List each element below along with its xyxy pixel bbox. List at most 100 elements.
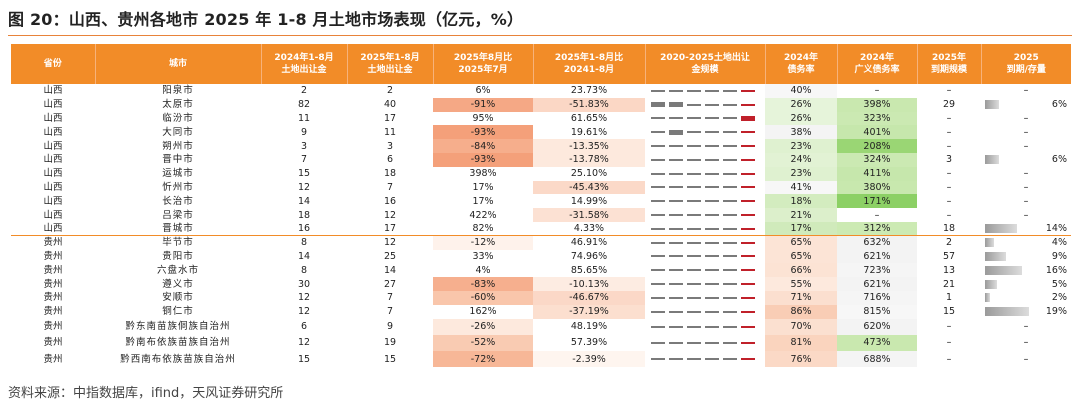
sparkline-bar [723, 117, 737, 120]
cell-2024-revenue: 15 [297, 353, 311, 365]
cell-debt-ratio: 38% [765, 125, 837, 140]
header-label: 到期/存量 [1006, 65, 1046, 75]
sparkline-bar [741, 89, 755, 92]
cell-maturity: 15 [942, 306, 956, 318]
cell-debt-ratio: 55% [765, 277, 837, 291]
cell-maturity-ratio: – [1023, 337, 1029, 349]
cell-province: 山西 [43, 154, 63, 166]
maturity-ratio-bar: 5% [985, 278, 1067, 291]
ratio-value: 9% [1051, 250, 1067, 262]
sparkline-bar [687, 283, 701, 286]
cell-mom: -12% [433, 235, 533, 250]
scale-sparkline [649, 305, 761, 318]
cell-2024-revenue: 14 [297, 195, 311, 207]
sparkline-bar [741, 103, 755, 106]
cell-maturity-ratio: 4% [981, 235, 1071, 250]
cell-2025-revenue: 7 [386, 292, 394, 304]
sparkline-bar [651, 341, 665, 344]
cell-scale-sparkline [645, 235, 765, 250]
sparkline-bar [741, 115, 755, 121]
cell-province: 山西 [43, 195, 63, 207]
sparkline-bar [705, 131, 719, 134]
sparkline-bar [705, 89, 719, 92]
cell-yoy: -13.35% [533, 139, 645, 153]
table-header-row: 省份 城市 2024年1-8月 土地出让金 2025年1-8月 土地出让金 2025… [11, 44, 1071, 84]
table-row: 贵州 黔南布依族苗族自治州 12 19 -52% 57.39% 81% 473% – – [11, 334, 1071, 351]
cell-2025-revenue: 18 [383, 168, 397, 180]
sparkline-bar [687, 145, 701, 148]
cell-maturity: – [946, 140, 952, 152]
ratio-value: 6% [1051, 154, 1067, 166]
cell-province: 山西 [43, 181, 63, 193]
sparkline-bar [741, 341, 755, 344]
header-label: 土地出让金 [367, 65, 413, 75]
sparkline-bar [723, 283, 737, 286]
sparkline-bar [741, 310, 755, 313]
cell-province: 山西 [43, 223, 63, 235]
sparkline-bar [741, 358, 755, 361]
sparkline-bar [723, 296, 737, 299]
cell-debt-ratio: 17% [765, 221, 837, 236]
cell-broad-debt-ratio: 323% [837, 111, 917, 126]
sparkline-bar [651, 269, 665, 272]
cell-province: 山西 [43, 140, 63, 152]
cell-2025-revenue: 16 [383, 195, 397, 207]
cell-2025-revenue: 7 [386, 181, 394, 193]
sparkline-bar [687, 227, 701, 230]
cell-scale-sparkline [645, 139, 765, 153]
cell-mom: -93% [433, 125, 533, 140]
cell-scale-sparkline [645, 263, 765, 277]
scale-sparkline [649, 320, 761, 333]
cell-scale-sparkline [645, 291, 765, 305]
cell-maturity: – [946, 126, 952, 138]
table-row: 山西 太原市 82 40 -91% -51.83% 26% 398% 29 6% [11, 97, 1071, 112]
land-market-table: 省份 城市 2024年1-8月 土地出让金 2025年1-8月 土地出让金 2025… [11, 44, 1071, 368]
sparkline-bar [741, 200, 755, 203]
table-row: 山西 大同市 9 11 -93% 19.61% 38% 401% – – [11, 125, 1071, 140]
cell-province: 贵州 [43, 264, 63, 276]
cell-broad-debt-ratio: 312% [837, 221, 917, 236]
ratio-value: 19% [1045, 306, 1067, 318]
sparkline-bar [651, 310, 665, 313]
table-row: 山西 朔州市 3 3 -84% -13.35% 23% 208% – – [11, 139, 1071, 153]
cell-mom: 422% [469, 209, 497, 221]
cell-broad-debt-ratio: 324% [837, 152, 917, 167]
cell-debt-ratio: 40% [765, 84, 837, 98]
sparkline-bar [651, 186, 665, 189]
cell-yoy: -10.13% [533, 277, 645, 291]
cell-maturity: 57 [942, 250, 956, 262]
cell-mom: 162% [469, 306, 497, 318]
cell-mom: -60% [433, 290, 533, 305]
sparkline-bar [705, 186, 719, 189]
sparkline-bar [723, 227, 737, 230]
sparkline-bar [723, 103, 737, 106]
sparkline-bar [687, 186, 701, 189]
cell-maturity: – [946, 209, 952, 221]
cell-broad-debt-ratio: 398% [837, 97, 917, 112]
cell-maturity: 3 [945, 154, 953, 166]
scale-sparkline [649, 140, 761, 153]
col-header-scale: 2020-2025土地出让 金规模 [645, 44, 766, 84]
cell-debt-ratio: 26% [765, 97, 837, 112]
cell-debt-ratio: 81% [765, 334, 837, 351]
cell-maturity: 18 [942, 223, 956, 235]
cell-maturity: 29 [942, 99, 956, 111]
table-row: 山西 临汾市 11 17 95% 61.65% 26% 323% – – [11, 111, 1071, 126]
cell-city: 运城市 [162, 168, 194, 180]
cell-province: 贵州 [11, 235, 95, 250]
sparkline-bar [669, 214, 683, 217]
cell-broad-debt-ratio: – [874, 209, 880, 221]
ratio-bar-fill [985, 224, 1017, 234]
cell-city: 贵阳市 [162, 250, 194, 262]
table-row: 贵州 贵阳市 14 25 33% 74.96% 65% 621% 57 9% [11, 249, 1071, 264]
sparkline-bar [687, 89, 701, 92]
scale-sparkline [649, 336, 761, 349]
cell-yoy: -46.67% [533, 290, 645, 305]
cell-2024-revenue: 18 [297, 209, 311, 221]
maturity-ratio-bar: 9% [985, 250, 1067, 263]
cell-2025-revenue: 12 [347, 235, 433, 250]
sparkline-bar [687, 200, 701, 203]
cell-broad-debt-ratio: 621% [837, 249, 917, 264]
cell-city: 黔东南苗族侗族自治州 [125, 321, 231, 333]
cell-scale-sparkline [645, 181, 765, 195]
